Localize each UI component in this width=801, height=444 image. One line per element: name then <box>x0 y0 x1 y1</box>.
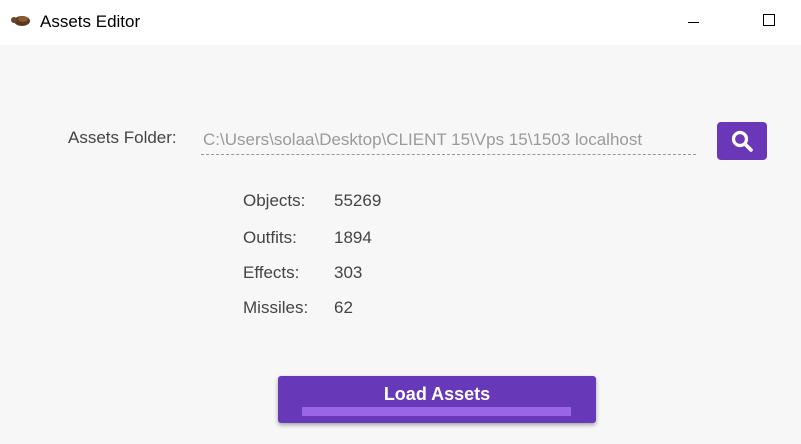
stat-objects: Objects: 55269 <box>243 191 381 211</box>
stat-label: Outfits: <box>243 228 297 247</box>
stat-value: 55269 <box>334 191 382 210</box>
browse-folder-button[interactable] <box>717 122 767 160</box>
window-title: Assets Editor <box>40 12 141 31</box>
stat-label: Effects: <box>243 263 300 282</box>
stat-value: 1894 <box>334 228 372 247</box>
maximize-button[interactable] <box>763 14 775 26</box>
load-assets-button[interactable]: Load Assets <box>278 376 596 423</box>
search-icon <box>731 130 753 152</box>
stat-effects: Effects: 303 <box>243 263 362 283</box>
assets-folder-input[interactable] <box>201 125 696 155</box>
load-assets-label: Load Assets <box>383 384 491 404</box>
assets-folder-label: Assets Folder: <box>68 128 177 147</box>
stat-label: Objects: <box>243 191 306 210</box>
stat-value: 62 <box>334 298 353 317</box>
turtle-icon <box>11 16 30 26</box>
stat-value: 303 <box>334 263 363 282</box>
minimize-button[interactable] <box>688 22 699 23</box>
stat-label: Missiles: <box>243 298 309 317</box>
title-bar: Assets Editor <box>0 0 801 45</box>
load-progress-fill <box>302 407 571 416</box>
stat-outfits: Outfits: 1894 <box>243 228 372 248</box>
stat-missiles: Missiles: 62 <box>243 298 353 318</box>
load-progress-bar <box>302 407 571 416</box>
